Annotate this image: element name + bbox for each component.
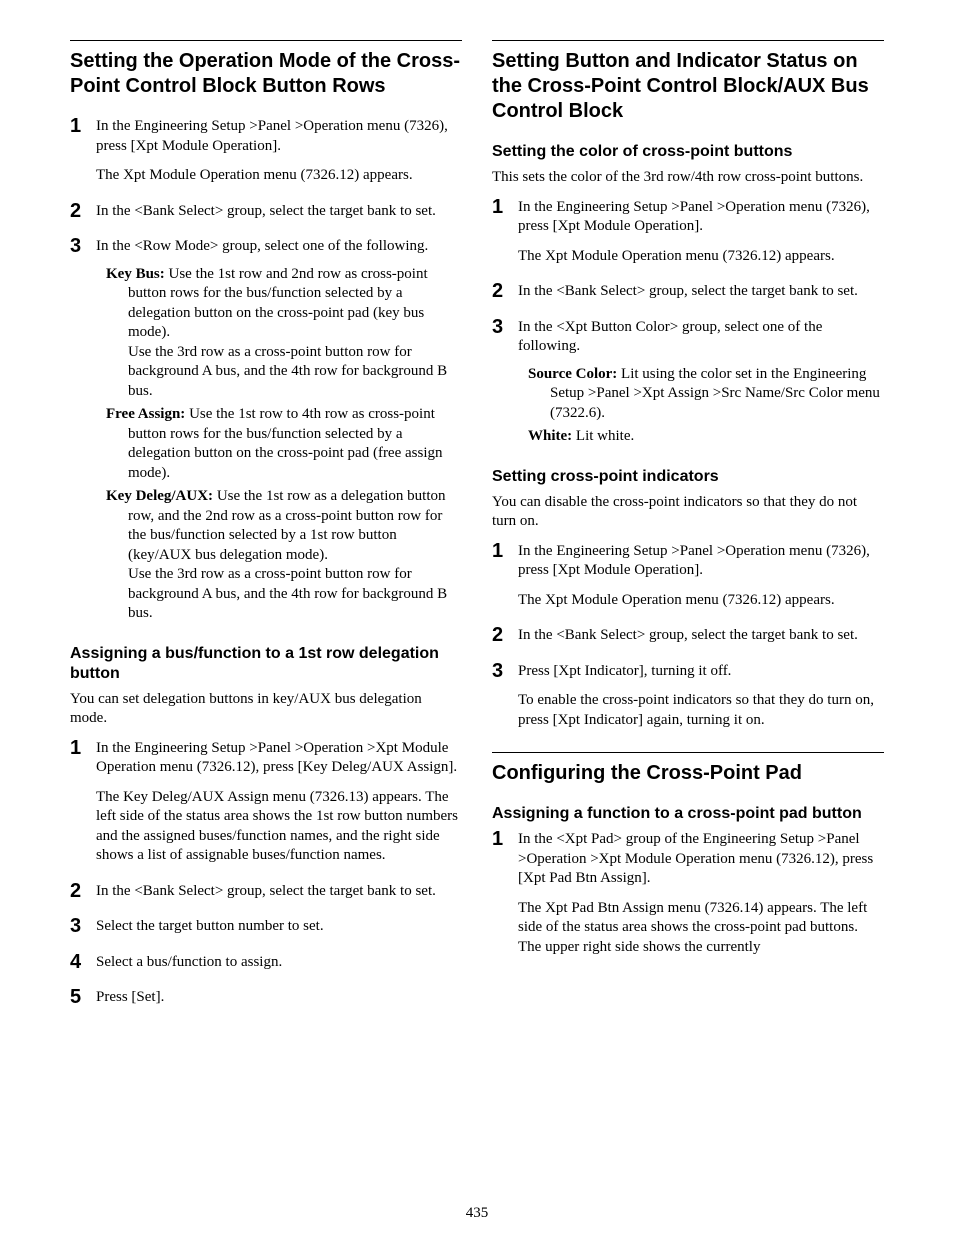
def-desc: Lit white. bbox=[576, 428, 634, 444]
page-number: 435 bbox=[0, 1205, 954, 1222]
step-item: In the Engineering Setup >Panel >Operati… bbox=[492, 542, 884, 611]
right-column: Setting Button and Indicator Status on t… bbox=[492, 40, 884, 1024]
def-term: White: bbox=[528, 428, 572, 444]
step-item: Press [Set]. bbox=[70, 988, 462, 1008]
steps-indicators: In the Engineering Setup >Panel >Operati… bbox=[492, 542, 884, 731]
def-item: Source Color: Lit using the color set in… bbox=[528, 365, 884, 424]
two-column-layout: Setting the Operation Mode of the Cross-… bbox=[70, 40, 884, 1024]
step-text: In the Engineering Setup >Panel >Operati… bbox=[518, 542, 884, 581]
step-item: In the <Bank Select> group, select the t… bbox=[70, 202, 462, 222]
step-text: In the <Xpt Pad> group of the Engineerin… bbox=[518, 830, 884, 889]
steps-pad: In the <Xpt Pad> group of the Engineerin… bbox=[492, 830, 884, 957]
section-rule bbox=[492, 40, 884, 41]
step-result: The Xpt Module Operation menu (7326.12) … bbox=[96, 166, 462, 186]
step-text: In the <Xpt Button Color> group, select … bbox=[518, 318, 884, 357]
color-options: Source Color: Lit using the color set in… bbox=[518, 365, 884, 447]
def-desc: Use the 1st row and 2nd row as cross-poi… bbox=[128, 266, 428, 341]
step-text: In the Engineering Setup >Panel >Operati… bbox=[518, 198, 884, 237]
step-item: In the <Bank Select> group, select the t… bbox=[492, 626, 884, 646]
step-result: The Xpt Module Operation menu (7326.12) … bbox=[518, 247, 884, 267]
intro-text: This sets the color of the 3rd row/4th r… bbox=[492, 168, 884, 188]
row-mode-options: Key Bus: Use the 1st row and 2nd row as … bbox=[96, 265, 462, 624]
step-item: In the Engineering Setup >Panel >Operati… bbox=[70, 117, 462, 186]
def-desc-cont: Use the 3rd row as a cross-point button … bbox=[128, 343, 462, 402]
step-item: In the <Bank Select> group, select the t… bbox=[492, 282, 884, 302]
heading-color: Setting the color of cross-point buttons bbox=[492, 142, 884, 162]
step-item: Select the target button number to set. bbox=[70, 917, 462, 937]
step-item: Press [Xpt Indicator], turning it off. T… bbox=[492, 662, 884, 731]
def-item: White: Lit white. bbox=[528, 427, 884, 447]
step-text: Select the target button number to set. bbox=[96, 917, 462, 937]
step-item: In the Engineering Setup >Panel >Operati… bbox=[492, 198, 884, 267]
step-text: In the <Row Mode> group, select one of t… bbox=[96, 237, 462, 257]
step-result: The Key Deleg/AUX Assign menu (7326.13) … bbox=[96, 788, 462, 866]
step-text: In the <Bank Select> group, select the t… bbox=[96, 882, 462, 902]
step-text: In the Engineering Setup >Panel >Operati… bbox=[96, 117, 462, 156]
heading-config-pad: Configuring the Cross-Point Pad bbox=[492, 761, 884, 786]
step-result: The Xpt Pad Btn Assign menu (7326.14) ap… bbox=[518, 899, 884, 958]
step-item: Select a bus/function to assign. bbox=[70, 953, 462, 973]
def-term: Source Color: bbox=[528, 366, 617, 382]
def-item: Key Deleg/AUX: Use the 1st row as a dele… bbox=[106, 487, 462, 624]
step-text: Press [Set]. bbox=[96, 988, 462, 1008]
step-item: In the Engineering Setup >Panel >Operati… bbox=[70, 739, 462, 866]
left-column: Setting the Operation Mode of the Cross-… bbox=[70, 40, 462, 1024]
step-text: In the Engineering Setup >Panel >Operati… bbox=[96, 739, 462, 778]
intro-text: You can disable the cross-point indicato… bbox=[492, 493, 884, 532]
intro-text: You can set delegation buttons in key/AU… bbox=[70, 690, 462, 729]
steps-operation-mode: In the Engineering Setup >Panel >Operati… bbox=[70, 117, 462, 624]
def-term: Key Bus: bbox=[106, 266, 165, 282]
step-text: Press [Xpt Indicator], turning it off. bbox=[518, 662, 884, 682]
heading-indicators: Setting cross-point indicators bbox=[492, 467, 884, 487]
def-term: Key Deleg/AUX: bbox=[106, 488, 213, 504]
step-text: Select a bus/function to assign. bbox=[96, 953, 462, 973]
def-term: Free Assign: bbox=[106, 406, 185, 422]
step-item: In the <Bank Select> group, select the t… bbox=[70, 882, 462, 902]
step-item: In the <Xpt Button Color> group, select … bbox=[492, 318, 884, 447]
heading-pad-fn: Assigning a function to a cross-point pa… bbox=[492, 804, 884, 824]
step-result: To enable the cross-point indicators so … bbox=[518, 691, 884, 730]
heading-button-indicator: Setting Button and Indicator Status on t… bbox=[492, 49, 884, 124]
step-text: In the <Bank Select> group, select the t… bbox=[518, 626, 884, 646]
def-desc-cont: Use the 3rd row as a cross-point button … bbox=[128, 565, 462, 624]
heading-assign-bus: Assigning a bus/function to a 1st row de… bbox=[70, 644, 462, 684]
heading-operation-mode: Setting the Operation Mode of the Cross-… bbox=[70, 49, 462, 99]
steps-color: In the Engineering Setup >Panel >Operati… bbox=[492, 198, 884, 447]
step-result: The Xpt Module Operation menu (7326.12) … bbox=[518, 591, 884, 611]
steps-assign-bus: In the Engineering Setup >Panel >Operati… bbox=[70, 739, 462, 1008]
step-text: In the <Bank Select> group, select the t… bbox=[518, 282, 884, 302]
def-item: Key Bus: Use the 1st row and 2nd row as … bbox=[106, 265, 462, 402]
def-item: Free Assign: Use the 1st row to 4th row … bbox=[106, 405, 462, 483]
section-rule bbox=[70, 40, 462, 41]
step-text: In the <Bank Select> group, select the t… bbox=[96, 202, 462, 222]
step-item: In the <Row Mode> group, select one of t… bbox=[70, 237, 462, 624]
section-rule bbox=[492, 752, 884, 753]
step-item: In the <Xpt Pad> group of the Engineerin… bbox=[492, 830, 884, 957]
